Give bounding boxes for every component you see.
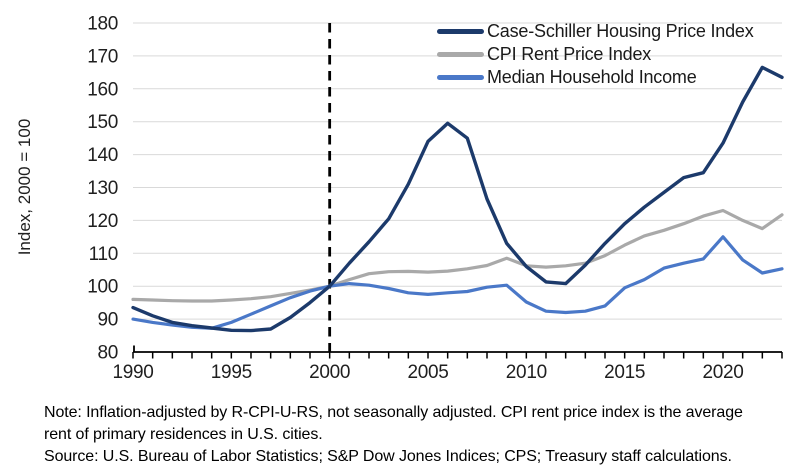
legend-label: Median Household Income: [487, 67, 697, 87]
source-line: Source: U.S. Bureau of Labor Statistics;…: [44, 448, 732, 465]
footnotes: Note: Inflation-adjusted by R-CPI-U-RS, …: [44, 402, 794, 468]
legend-label: CPI Rent Price Index: [487, 44, 652, 64]
note-line-2: rent of primary residences in U.S. citie…: [44, 426, 323, 443]
x-tick-label: 2020: [702, 362, 743, 383]
y-axis-title: Index, 2000 = 100: [15, 118, 34, 256]
y-tick-label: 180: [87, 14, 118, 35]
median-household-income-line: [131, 235, 784, 330]
legend-swatch: [437, 75, 484, 80]
legend-label: Case-Schiller Housing Price Index: [487, 21, 754, 41]
legend-swatch: [437, 52, 484, 57]
note-line-1: Note: Inflation-adjusted by R-CPI-U-RS, …: [44, 404, 743, 421]
y-tick-label: 150: [87, 112, 118, 133]
x-tick-label: 2000: [309, 362, 350, 383]
x-tick-label: 1995: [211, 362, 252, 383]
y-tick-label: 140: [87, 145, 118, 166]
legend-item-cpi-rent: CPI Rent Price Index: [437, 43, 754, 66]
x-tick-label: 2015: [604, 362, 645, 383]
legend: Case-Schiller Housing Price Index CPI Re…: [437, 20, 754, 89]
cpi-rent-price-index-line: [131, 208, 784, 303]
x-tick-label: 1990: [112, 362, 153, 383]
y-tick-label: 90: [97, 310, 118, 331]
y-tick-label: 120: [87, 211, 118, 232]
legend-item-median-income: Median Household Income: [437, 66, 754, 89]
y-tick-label: 100: [87, 277, 118, 298]
legend-item-case-schiller: Case-Schiller Housing Price Index: [437, 20, 754, 43]
legend-swatch: [437, 29, 484, 34]
x-tick-label: 2005: [407, 362, 448, 383]
x-tick-label: 2010: [506, 362, 547, 383]
case-schiller-housing-price-index-line: [131, 65, 784, 333]
y-tick-label: 130: [87, 178, 118, 199]
y-tick-label: 170: [87, 46, 118, 67]
y-tick-label: 110: [89, 244, 118, 265]
y-tick-label: 160: [87, 79, 118, 100]
y-tick-label: 80: [97, 343, 118, 364]
